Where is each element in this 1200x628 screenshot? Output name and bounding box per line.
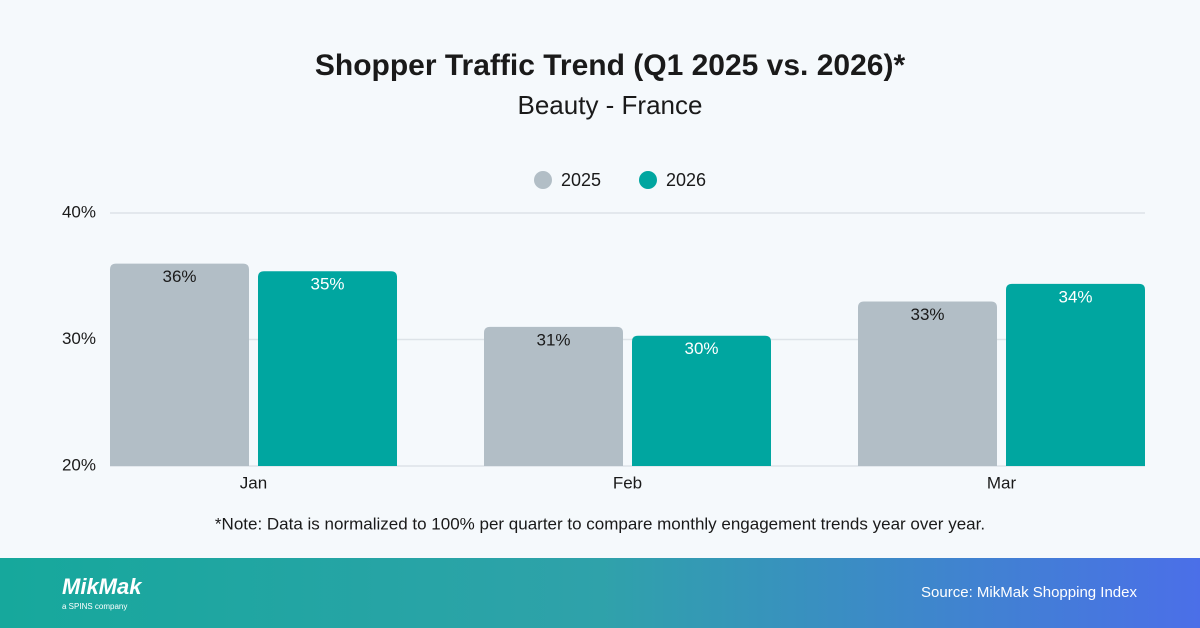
bar [632,335,771,466]
y-tick-label: 30% [62,329,96,348]
legend-label: 2025 [561,170,601,190]
data-label: 31% [536,330,570,349]
data-label: 33% [910,305,944,324]
x-tick-label: Mar [987,473,1017,492]
y-tick-label: 20% [62,455,96,474]
x-tick-label: Feb [613,473,642,492]
source: Source: MikMak Shopping Index [921,584,1137,601]
note: *Note: Data is normalized to 100% per qu… [215,514,985,533]
data-label: 30% [684,339,718,358]
bar [110,263,249,466]
y-tick-label: 40% [62,202,96,221]
bar [1006,283,1145,466]
chart-subtitle: Beauty - France [518,90,703,120]
footer [0,558,1200,628]
chart-title: Shopper Traffic Trend (Q1 2025 vs. 2026)… [315,49,906,82]
bar [484,326,623,466]
bar [258,271,397,466]
legend-marker [534,171,552,189]
data-label: 34% [1058,287,1092,306]
legend-marker [639,171,657,189]
brand-tagline: a SPINS company [62,602,127,611]
x-tick-label: Jan [240,473,267,492]
data-label: 35% [310,275,344,294]
bar [858,301,997,466]
data-label: 36% [162,267,196,286]
legend-label: 2026 [666,170,706,190]
brand-logo: MikMak [62,574,143,599]
